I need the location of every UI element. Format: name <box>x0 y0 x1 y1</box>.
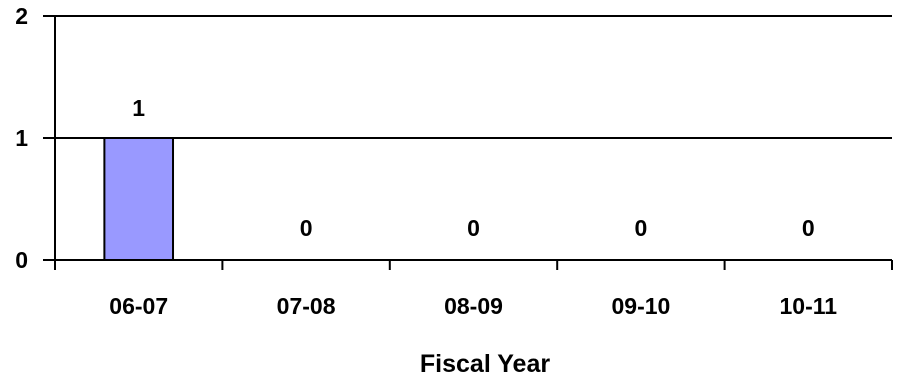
x-tick-label: 09-10 <box>611 293 670 319</box>
x-tick-label: 06-07 <box>109 293 168 319</box>
y-tick-label: 0 <box>15 247 28 273</box>
gridlines <box>55 15 892 139</box>
data-label-08-09: 0 <box>467 215 480 241</box>
y-tick-label: 1 <box>15 125 28 151</box>
data-labels: 1 0 0 0 0 <box>132 95 814 241</box>
data-label-07-08: 0 <box>300 215 313 241</box>
data-label-10-11: 0 <box>802 215 815 241</box>
data-label-09-10: 0 <box>635 215 648 241</box>
x-tick-label: 08-09 <box>444 293 503 319</box>
x-tick-label: 10-11 <box>780 293 838 319</box>
bars <box>103 137 175 261</box>
x-axis-title: Fiscal Year <box>420 350 550 378</box>
x-tick-label: 07-08 <box>277 293 336 319</box>
tick-labels: 0 1 2 06-07 07-08 08-09 09-10 10-11 <box>15 3 837 319</box>
bar-06-07 <box>103 137 175 261</box>
data-label-06-07: 1 <box>132 95 145 121</box>
axes <box>43 15 893 270</box>
y-tick-label: 2 <box>15 3 28 29</box>
